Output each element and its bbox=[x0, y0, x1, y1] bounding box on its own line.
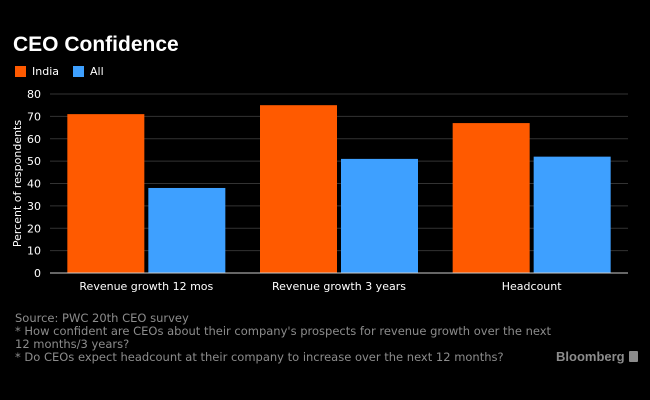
x-tick-label: Headcount bbox=[502, 280, 562, 293]
bar-all-1 bbox=[341, 158, 418, 273]
y-tick-label: 70 bbox=[27, 110, 41, 123]
legend: India All bbox=[15, 65, 118, 78]
y-tick-label: 0 bbox=[34, 267, 41, 280]
bloomberg-logo: Bloomberg bbox=[556, 349, 638, 364]
footer-notes: Source: PWC 20th CEO survey * How confid… bbox=[15, 312, 555, 364]
legend-swatch-all bbox=[73, 66, 84, 77]
y-axis-label: Percent of respondents bbox=[11, 120, 24, 247]
footnote-headcount: * Do CEOs expect headcount at their comp… bbox=[15, 350, 504, 364]
legend-item-india: India bbox=[15, 65, 59, 78]
bar-india-2 bbox=[452, 123, 530, 274]
brand-name: Bloomberg bbox=[556, 349, 625, 364]
legend-item-all: All bbox=[73, 65, 104, 78]
bloomberg-icon bbox=[628, 351, 638, 362]
source-text: Source: PWC 20th CEO survey bbox=[15, 311, 189, 325]
bar-all-2 bbox=[533, 156, 611, 273]
y-tick-label: 20 bbox=[27, 222, 41, 235]
footnote-revenue: * How confident are CEOs about their com… bbox=[15, 324, 552, 351]
bar-india-1 bbox=[260, 105, 337, 273]
bar-india-0 bbox=[67, 114, 145, 273]
y-tick-label: 30 bbox=[27, 200, 41, 213]
chart-title: CEO Confidence bbox=[13, 33, 179, 56]
x-tick-label: Revenue growth 12 mos bbox=[79, 280, 213, 293]
legend-label-india: India bbox=[32, 65, 59, 78]
bar-all-0 bbox=[148, 187, 226, 273]
legend-swatch-india bbox=[15, 66, 26, 77]
legend-label-all: All bbox=[90, 65, 104, 78]
y-tick-label: 10 bbox=[27, 245, 41, 258]
y-tick-label: 60 bbox=[27, 133, 41, 146]
y-tick-label: 80 bbox=[27, 88, 41, 101]
bar-chart: 0 10 20 30 40 50 60 70 80 Revenue growth 12 mos Re… bbox=[11, 88, 628, 293]
y-tick-label: 40 bbox=[27, 178, 41, 191]
x-tick-label: Revenue growth 3 years bbox=[272, 280, 406, 293]
y-tick-label: 50 bbox=[27, 155, 41, 168]
